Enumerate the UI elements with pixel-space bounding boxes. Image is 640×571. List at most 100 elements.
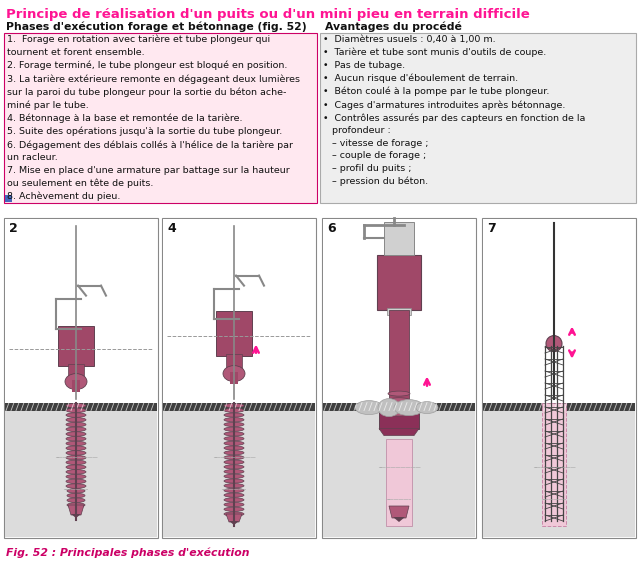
Ellipse shape (66, 423, 86, 427)
Text: ──────────: ────────── (221, 488, 246, 492)
Bar (4, 218, 158, 538)
Ellipse shape (66, 436, 86, 441)
Text: ──────────: ────────── (541, 497, 566, 501)
Bar (320, 33, 636, 203)
Ellipse shape (388, 391, 410, 396)
Text: 4: 4 (167, 222, 176, 235)
Ellipse shape (223, 365, 245, 381)
Bar (5, 195, 12, 202)
Bar (162, 218, 316, 538)
Ellipse shape (224, 502, 244, 506)
Bar (386, 439, 412, 526)
Text: 1.  Forage en rotation avec tarière et tube plongeur qui
tournent et forent ense: 1. Forage en rotation avec tarière et tu… (7, 35, 300, 201)
Ellipse shape (224, 423, 244, 427)
Ellipse shape (66, 484, 86, 488)
Polygon shape (71, 514, 81, 518)
Ellipse shape (224, 498, 244, 502)
Ellipse shape (388, 404, 410, 409)
Bar (323, 403, 475, 411)
Ellipse shape (66, 451, 86, 455)
Ellipse shape (224, 474, 244, 478)
Bar (379, 411, 419, 429)
Text: 6: 6 (327, 222, 335, 235)
Text: ─────────────────: ───────────────── (212, 456, 255, 460)
Bar (5, 403, 157, 411)
Ellipse shape (67, 502, 85, 507)
Ellipse shape (224, 488, 244, 493)
Text: ──────────: ────────── (63, 488, 88, 492)
Bar (5, 219, 157, 404)
Text: •  Diamètres usuels : 0,40 à 1,00 m.
•  Tarière et tube sont munis d'outils de c: • Diamètres usuels : 0,40 à 1,00 m. • Ta… (323, 35, 586, 186)
Bar (4, 33, 317, 203)
Polygon shape (389, 506, 409, 518)
Ellipse shape (224, 446, 244, 450)
Ellipse shape (224, 413, 244, 417)
Ellipse shape (66, 460, 86, 465)
Ellipse shape (224, 408, 244, 412)
Bar (384, 222, 414, 255)
Bar (483, 219, 635, 404)
Bar (163, 219, 315, 404)
Bar (542, 403, 566, 526)
Ellipse shape (224, 404, 244, 408)
Bar (163, 403, 315, 411)
Ellipse shape (394, 400, 424, 416)
Polygon shape (68, 505, 84, 515)
Ellipse shape (224, 484, 244, 488)
Ellipse shape (66, 475, 86, 479)
Text: ──────────: ────────── (387, 497, 412, 501)
Bar (377, 255, 421, 310)
Ellipse shape (66, 413, 86, 417)
Bar (230, 372, 238, 384)
Text: ─────────────────: ───────────────── (55, 456, 97, 460)
Bar (483, 403, 635, 411)
Polygon shape (393, 517, 405, 522)
Ellipse shape (66, 465, 86, 469)
Bar (387, 308, 411, 315)
Text: Fig. 52 : Principales phases d'exécution: Fig. 52 : Principales phases d'exécution (6, 548, 250, 558)
Bar (322, 218, 476, 538)
Polygon shape (229, 521, 239, 525)
Ellipse shape (224, 417, 244, 422)
Ellipse shape (224, 451, 244, 455)
Bar (226, 353, 242, 368)
Ellipse shape (355, 401, 383, 415)
Ellipse shape (66, 417, 86, 422)
Text: 7: 7 (487, 222, 496, 235)
Polygon shape (379, 429, 419, 436)
Ellipse shape (224, 441, 244, 445)
Ellipse shape (66, 403, 86, 408)
Ellipse shape (224, 455, 244, 460)
Bar (323, 404, 475, 537)
Ellipse shape (66, 469, 86, 474)
Ellipse shape (378, 399, 400, 417)
Text: Avantages du procédé: Avantages du procédé (325, 22, 462, 33)
Ellipse shape (66, 432, 86, 436)
Ellipse shape (67, 489, 85, 493)
Bar (482, 218, 636, 538)
Bar (163, 404, 315, 537)
Ellipse shape (66, 456, 86, 460)
Ellipse shape (66, 446, 86, 451)
Circle shape (546, 336, 562, 352)
Polygon shape (226, 514, 242, 522)
Ellipse shape (224, 512, 244, 516)
Text: ─────────────────: ───────────────── (532, 465, 575, 469)
Bar (483, 404, 635, 537)
Ellipse shape (65, 373, 87, 389)
Ellipse shape (224, 465, 244, 469)
Text: 2: 2 (9, 222, 18, 235)
Ellipse shape (224, 507, 244, 512)
Bar (58, 325, 94, 365)
Ellipse shape (224, 460, 244, 464)
Bar (72, 380, 80, 392)
Ellipse shape (66, 427, 86, 432)
Ellipse shape (224, 493, 244, 497)
Ellipse shape (67, 498, 85, 502)
Ellipse shape (67, 493, 85, 498)
Ellipse shape (224, 436, 244, 441)
Ellipse shape (388, 411, 410, 416)
Ellipse shape (224, 469, 244, 474)
Ellipse shape (416, 401, 438, 413)
Bar (216, 311, 252, 356)
